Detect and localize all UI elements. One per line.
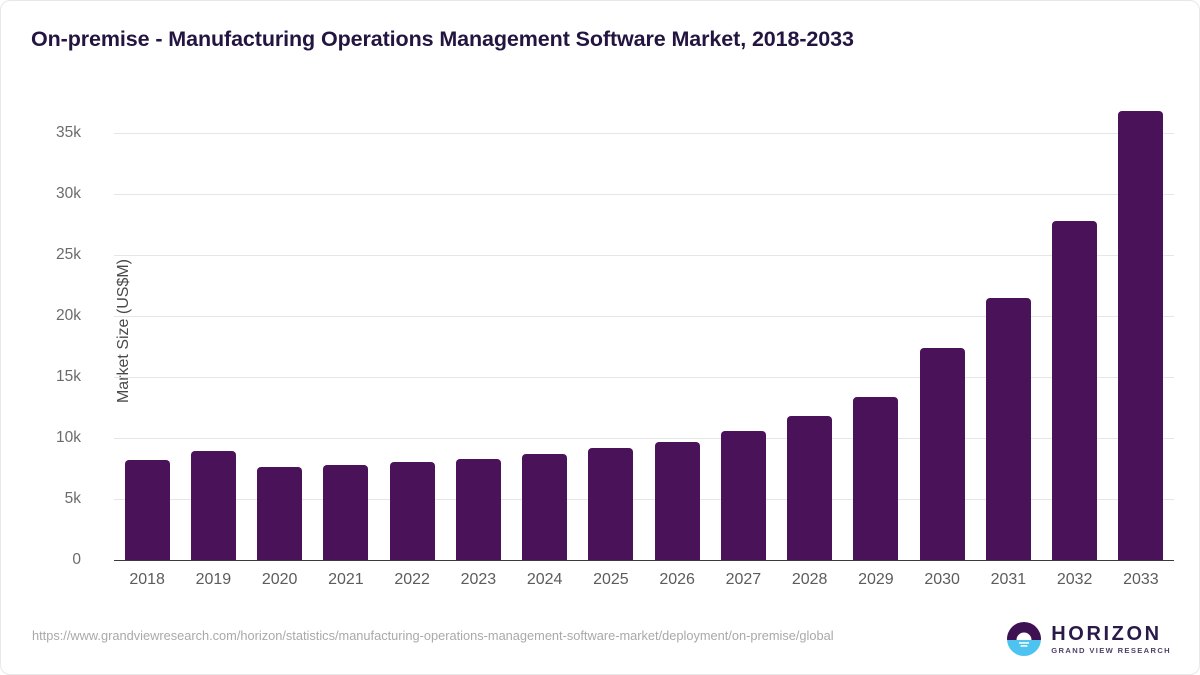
x-axis-tick-label: 2021 <box>328 571 364 588</box>
x-axis-tick-label: 2026 <box>659 571 695 588</box>
x-axis-tick-label: 2027 <box>725 571 762 588</box>
bar-column[interactable] <box>853 100 899 560</box>
logo-subtitle: GRAND VIEW RESEARCH <box>1051 645 1171 655</box>
gridline <box>114 133 1174 134</box>
x-axis-tick-label: 2025 <box>593 571 629 588</box>
bar[interactable] <box>1052 220 1098 560</box>
x-axis-tick-label: 2030 <box>924 571 960 588</box>
x-axis-tick-label: 2018 <box>129 571 165 588</box>
bar-column[interactable] <box>985 100 1031 560</box>
horizon-logo: HORIZON GRAND VIEW RESEARCH <box>1006 621 1171 657</box>
y-axis-tick-label: 10k <box>56 429 81 446</box>
bar-column[interactable] <box>190 100 236 560</box>
horizon-sun-circle-icon <box>1007 622 1042 656</box>
y-axis-tick-label: 30k <box>56 185 81 202</box>
gridline <box>114 255 1174 256</box>
y-axis-tick-label: 20k <box>56 307 81 324</box>
bar[interactable] <box>654 441 700 560</box>
x-axis-tick-label: 2022 <box>394 571 430 588</box>
bar-column[interactable] <box>654 100 700 560</box>
x-axis-tick-label: 2024 <box>526 571 563 588</box>
bar[interactable] <box>853 396 899 560</box>
bars-layer <box>114 101 1174 561</box>
gridlines <box>114 101 1174 561</box>
y-axis-tick-label: 15k <box>56 368 81 385</box>
x-axis-tick-label: 2029 <box>858 571 894 588</box>
bar-column[interactable] <box>455 100 501 560</box>
logo-text: HORIZON GRAND VIEW RESEARCH <box>1051 624 1171 655</box>
gridline <box>114 377 1174 378</box>
x-axis-tick-label: 2033 <box>1123 571 1159 588</box>
bar-column[interactable] <box>323 100 369 560</box>
bar-column[interactable] <box>1052 100 1098 560</box>
bar-column[interactable] <box>720 100 766 560</box>
x-axis-tick-label: 2023 <box>460 571 497 588</box>
gridline <box>114 194 1174 195</box>
bar[interactable] <box>455 459 501 560</box>
logo-wordmark: HORIZON <box>1051 622 1162 645</box>
bar[interactable] <box>257 467 303 560</box>
bar[interactable] <box>1118 111 1164 560</box>
bar[interactable] <box>190 450 236 560</box>
bar-column[interactable] <box>522 100 568 560</box>
x-axis-tick-label: 2031 <box>990 571 1027 588</box>
x-axis-tick-label: 2032 <box>1056 571 1093 588</box>
bar[interactable] <box>389 461 435 560</box>
footer: https://www.grandviewresearch.com/horizo… <box>32 626 977 646</box>
bar-column[interactable] <box>124 100 170 560</box>
bar-column[interactable] <box>919 100 965 560</box>
bar[interactable] <box>522 454 568 560</box>
x-axis-tick-label: 2028 <box>791 571 828 588</box>
bar-column[interactable] <box>787 100 833 560</box>
gridline <box>114 499 1174 500</box>
y-axis-tick-label: 0 <box>72 551 81 568</box>
y-axis-tick-label: 25k <box>56 246 81 263</box>
x-axis-line <box>114 559 1174 561</box>
bar[interactable] <box>588 448 634 560</box>
source-url[interactable]: https://www.grandviewresearch.com/horizo… <box>32 628 834 643</box>
bar[interactable] <box>720 430 766 560</box>
x-axis-tick-label: 2019 <box>195 571 232 588</box>
bar[interactable] <box>985 297 1031 560</box>
bar-column[interactable] <box>257 100 303 560</box>
page-title: On-premise - Manufacturing Operations Ma… <box>31 27 854 51</box>
gridline <box>114 316 1174 317</box>
bar-column[interactable] <box>588 100 634 560</box>
x-axis-tick-label: 2020 <box>261 571 298 588</box>
bar[interactable] <box>787 416 833 560</box>
plot-area: Market Size (US$M) 0 5k 10k 15k 20k 25k 30k 35k… <box>56 101 1174 588</box>
y-axis-tick-label: 5k <box>64 490 81 507</box>
y-axis-tick-label: 35k <box>56 124 81 141</box>
bar-column[interactable] <box>1118 100 1164 560</box>
bar-column[interactable] <box>389 100 435 560</box>
bar[interactable] <box>323 464 369 560</box>
bar[interactable] <box>919 347 965 560</box>
gridline <box>114 438 1174 439</box>
bar[interactable] <box>124 459 170 560</box>
